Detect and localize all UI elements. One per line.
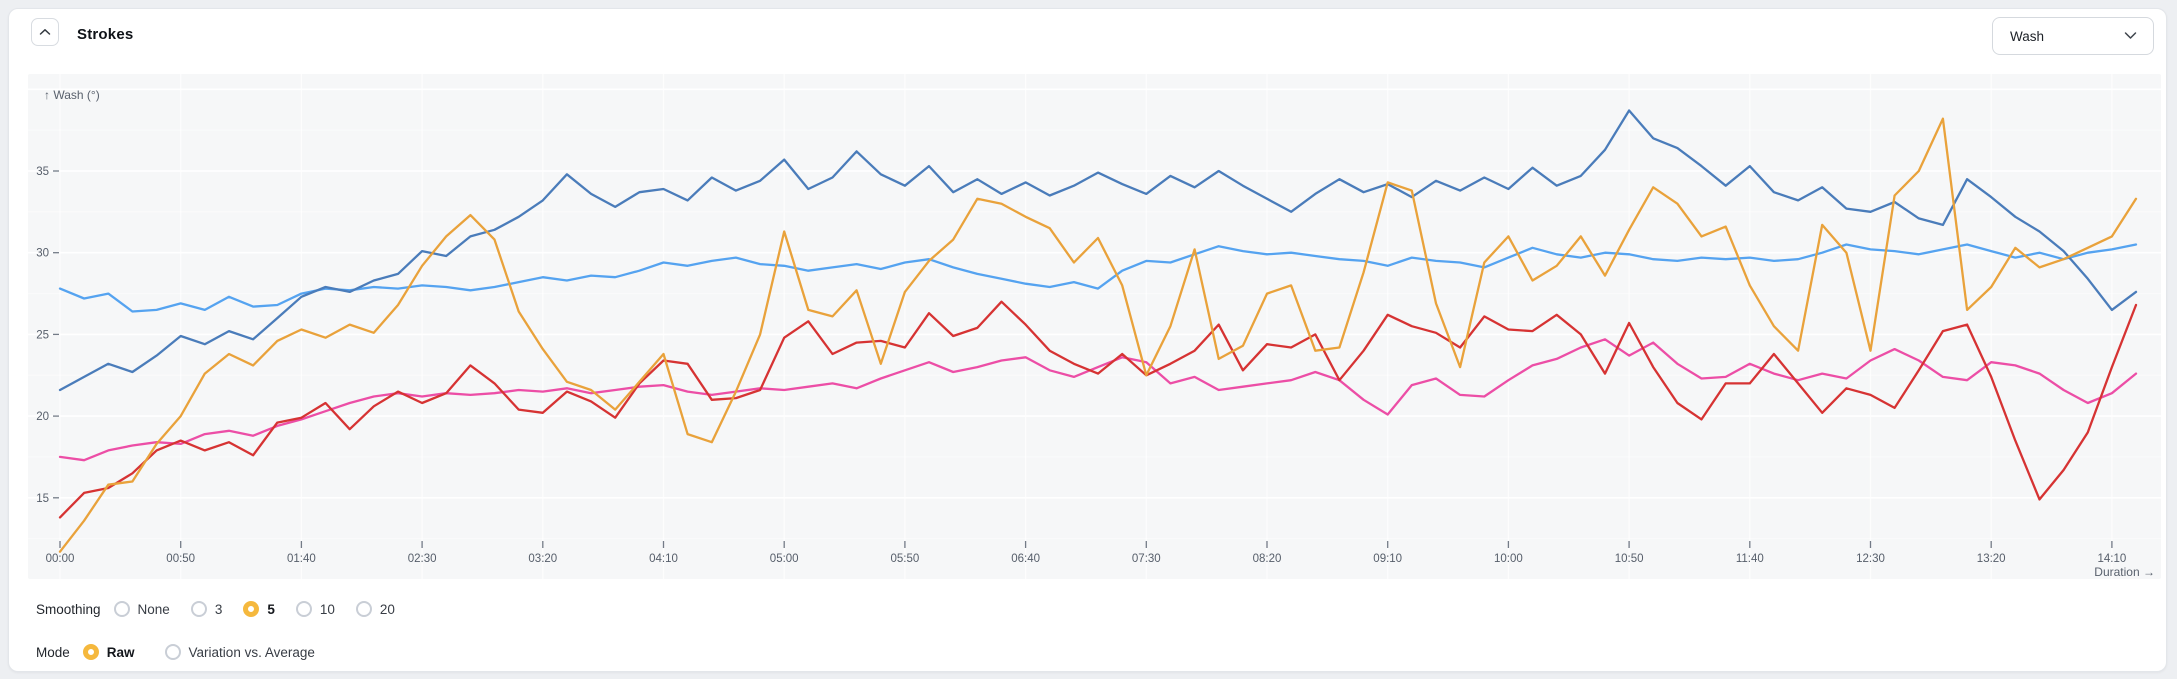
radio-option-label: Raw [106, 644, 135, 660]
svg-text:05:00: 05:00 [770, 553, 799, 565]
svg-text:01:40: 01:40 [287, 553, 316, 565]
smoothing-option-20[interactable]: 20 [355, 601, 395, 617]
svg-text:35: 35 [36, 166, 49, 178]
svg-text:03:20: 03:20 [528, 553, 557, 565]
smoothing-option-3[interactable]: 3 [190, 601, 223, 617]
series-amber [58, 117, 2138, 553]
radio-option-label: 3 [214, 601, 223, 617]
svg-text:30: 30 [36, 248, 49, 260]
svg-text:11:40: 11:40 [1736, 553, 1764, 565]
svg-text:10:00: 10:00 [1494, 553, 1523, 565]
smoothing-option-none[interactable]: None [113, 601, 170, 617]
smoothing-option-5[interactable]: 5 [243, 601, 275, 617]
x-axis-ticks: 00:00 00:50 01:40 02:30 03:20 04:10 05:00 05:50… [46, 541, 2127, 565]
radio-icon[interactable] [295, 601, 312, 617]
svg-text:04:10: 04:10 [649, 553, 678, 565]
svg-text:06:40: 06:40 [1011, 553, 1040, 565]
strokes-card: Strokes Wash 15 20 25 30 35 00:00 00:50 01:40 02… [8, 8, 2167, 672]
series-steel-blue [58, 109, 2138, 392]
metric-select-value: Wash [2010, 28, 2045, 44]
svg-text:02:30: 02:30 [408, 553, 437, 565]
card-header: Strokes Wash [9, 9, 2166, 59]
chevron-down-icon [2124, 27, 2137, 45]
mode-option-variation-vs-average[interactable]: Variation vs. Average [164, 644, 315, 660]
svg-text:15: 15 [36, 493, 49, 505]
svg-text:25: 25 [36, 329, 49, 341]
svg-text:00:50: 00:50 [166, 553, 195, 565]
radio-icon[interactable] [190, 601, 207, 617]
svg-text:20: 20 [36, 411, 49, 423]
radio-option-label: 10 [319, 601, 335, 617]
mode-option-raw[interactable]: Raw [82, 644, 135, 660]
smoothing-option-10[interactable]: 10 [295, 601, 335, 617]
smoothing-label: Smoothing [36, 601, 101, 617]
svg-text:10:50: 10:50 [1615, 553, 1644, 565]
svg-text:05:50: 05:50 [891, 553, 920, 565]
series-lines [58, 109, 2138, 553]
mode-label: Mode [36, 644, 70, 660]
svg-text:14:10: 14:10 [2098, 553, 2127, 565]
svg-text:09:10: 09:10 [1373, 553, 1402, 565]
svg-text:13:20: 13:20 [1977, 553, 2006, 565]
radio-option-label: 5 [267, 601, 275, 617]
strokes-chart[interactable]: 15 20 25 30 35 00:00 00:50 01:40 02:30 03:20 04:10… [28, 74, 2161, 579]
x-axis-title: Duration → [2094, 565, 2155, 579]
radio-icon[interactable] [164, 644, 181, 660]
page-title: Strokes [77, 25, 134, 43]
smoothing-radio-group: Smoothing None 3 5 10 20 [36, 601, 395, 617]
radio-icon[interactable] [355, 601, 372, 617]
svg-text:07:30: 07:30 [1132, 553, 1161, 565]
y-gridlines [28, 88, 2161, 540]
y-axis-ticks: 15 20 25 30 35 [36, 166, 59, 505]
svg-text:08:20: 08:20 [1253, 553, 1282, 565]
mode-radio-group: Mode Raw Variation vs. Average [36, 644, 315, 660]
metric-select[interactable]: Wash [1992, 17, 2154, 55]
radio-option-label: Variation vs. Average [188, 644, 315, 660]
series-red [58, 300, 2138, 519]
radio-selected-icon[interactable] [82, 644, 99, 660]
series-magenta [58, 338, 2138, 462]
radio-selected-icon[interactable] [243, 601, 260, 617]
radio-option-label: None [137, 601, 170, 617]
radio-option-label: 20 [379, 601, 395, 617]
x-gridlines [59, 74, 2113, 579]
svg-text:00:00: 00:00 [46, 553, 75, 565]
collapse-button[interactable] [31, 18, 59, 46]
y-axis-title: ↑ Wash (°) [44, 88, 100, 102]
series-light-blue [58, 243, 2138, 313]
chevron-up-icon [39, 23, 51, 41]
radio-icon[interactable] [113, 601, 130, 617]
svg-text:12:30: 12:30 [1856, 553, 1885, 565]
